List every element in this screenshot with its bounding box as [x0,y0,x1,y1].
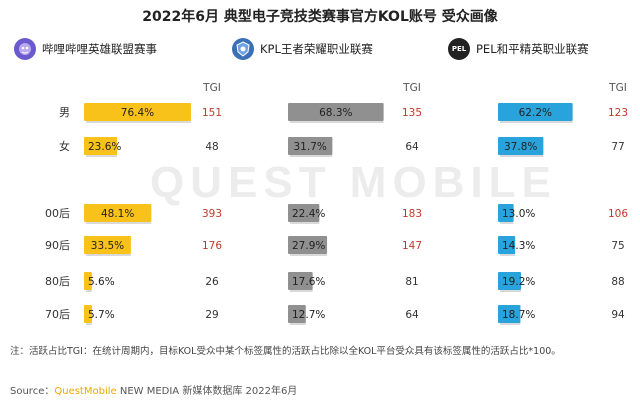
category-label: 80后 [45,275,70,288]
tgi-header: TGI [202,82,221,94]
data-label: 76.4% [121,107,154,119]
tgi-header: TGI [608,82,627,94]
series-name: PEL和平精英职业联赛 [476,42,589,56]
watermark: QUEST MOBILE [150,158,557,207]
tgi-value: 106 [608,208,628,220]
footnote: 注：活跃占比TGI：在统计周期内，目标KOL受众中某个标签属性的活跃占比除以全K… [10,346,561,357]
tgi-header: TGI [402,82,421,94]
bar [498,137,544,155]
tgi-value: 29 [205,309,218,321]
category-label: 00后 [45,207,70,220]
series-name: KPL王者荣耀职业联赛 [260,42,373,56]
data-label: 37.8% [504,141,537,153]
bar-shadow [290,121,384,123]
bar [498,272,522,290]
bar-shadow [500,155,544,157]
tgi-value: 48 [205,141,218,153]
bar [84,204,152,222]
data-label: 23.6% [88,141,121,153]
pel-badge-icon: PEL [448,38,470,60]
tgi-value: 81 [405,276,418,288]
bar-shadow [86,121,191,123]
data-label: 14.3% [502,240,535,252]
bar [288,204,320,222]
tgi-value: 393 [202,208,222,220]
source-line: Source：QuestMobile NEW MEDIA 新媒体数据库 2022… [10,382,297,397]
tgi-value: 94 [611,309,625,321]
bar [498,236,516,254]
bar [288,103,384,121]
chart-title: 2022年6月 典型电子竞技类赛事官方KOL账号 受众画像 [142,9,498,25]
bar-shadow [290,222,320,224]
bar-shadow [500,290,522,292]
bar-shadow [290,155,333,157]
data-label: 19.2% [502,276,535,288]
kpl-badge-icon [232,38,254,60]
bar-shadow [500,121,573,123]
category-label: 70后 [45,308,70,321]
tgi-value: 75 [611,240,624,252]
bar-shadow [86,222,152,224]
bar [288,236,328,254]
tgi-value: 64 [405,141,419,153]
bar-shadow [86,323,92,325]
bar [288,272,313,290]
panel-header-pel: PEL PEL和平精英职业联赛 [448,36,589,62]
bar-shadow [290,254,328,256]
bar [498,305,521,323]
category-label: 女 [59,139,70,153]
bar-shadow [86,290,92,292]
bar-shadow [290,323,306,325]
tgi-value: 77 [611,141,624,153]
data-label: 31.7% [294,141,327,153]
series-name: 哔哩哔哩英雄联盟赛事 [42,42,157,56]
bar [84,137,118,155]
bar [84,103,191,121]
lol-mascot-icon [14,38,36,60]
data-label: 68.3% [319,107,352,119]
tgi-value: 26 [205,276,219,288]
bar-shadow [290,290,313,292]
data-label: 12.7% [292,309,325,321]
bar [84,272,92,290]
tgi-value: 135 [402,107,422,119]
data-label: 22.4% [292,208,325,220]
source-label: Source： [10,386,55,397]
bar [498,204,514,222]
bar [84,305,92,323]
data-label: 17.6% [292,276,325,288]
bar-shadow [500,222,514,224]
data-label: 48.1% [101,208,134,220]
tgi-value: 64 [405,309,419,321]
data-label: 18.7% [502,309,535,321]
data-label: 27.9% [292,240,325,252]
data-label: 5.6% [88,276,115,288]
tgi-value: 88 [611,276,624,288]
tgi-value: 176 [202,240,222,252]
tgi-value: 147 [402,240,422,252]
pel-logo-text: PEL [451,45,467,53]
tgi-value: 183 [402,208,422,220]
data-label: 13.0% [502,208,535,220]
data-label: 33.5% [91,240,124,252]
bar [84,236,131,254]
bar [498,103,573,121]
category-label: 男 [59,106,70,119]
data-label: 5.7% [88,309,115,321]
source-rest: NEW MEDIA 新媒体数据库 2022年6月 [116,386,298,397]
tgi-value: 123 [608,107,628,119]
panel-header-kpl: KPL王者荣耀职业联赛 [232,36,373,62]
bar-shadow [500,254,516,256]
bar-shadow [86,155,118,157]
tgi-value: 151 [202,107,222,119]
data-label: 62.2% [519,107,552,119]
panel-header-lol: 哔哩哔哩英雄联盟赛事 [14,36,157,62]
bar-shadow [86,254,131,256]
bar [288,305,306,323]
bar [288,137,333,155]
source-brand: QuestMobile [54,386,117,397]
bar-shadow [500,323,521,325]
category-label: 90后 [45,239,70,252]
